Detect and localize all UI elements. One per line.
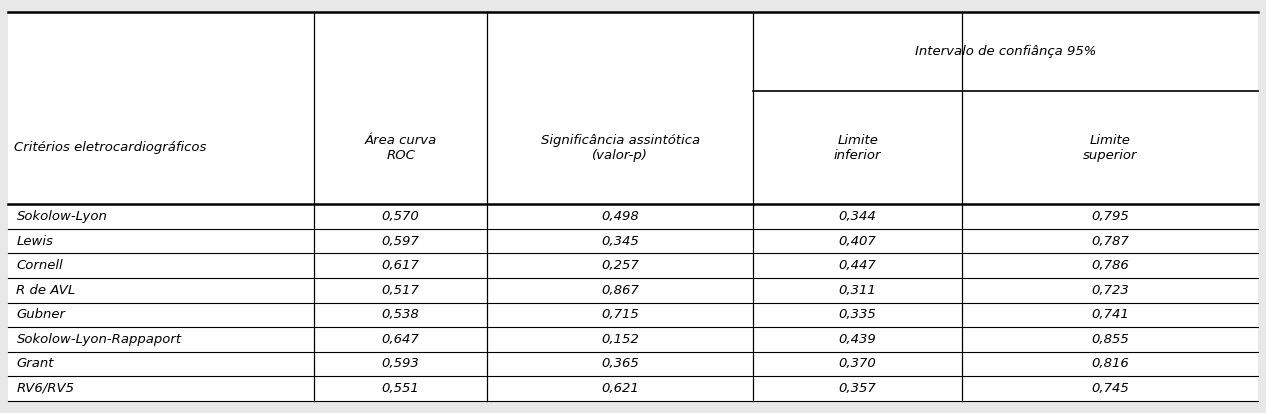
- Text: 0,795: 0,795: [1091, 210, 1129, 223]
- Text: 0,855: 0,855: [1091, 333, 1129, 346]
- Text: 0,538: 0,538: [382, 308, 419, 321]
- Text: 0,787: 0,787: [1091, 235, 1129, 248]
- Text: Intervalo de confiânça 95%: Intervalo de confiânça 95%: [915, 45, 1096, 58]
- Text: 0,867: 0,867: [601, 284, 639, 297]
- Text: 0,617: 0,617: [382, 259, 419, 272]
- Text: Cornell: Cornell: [16, 259, 63, 272]
- Text: 0,357: 0,357: [839, 382, 876, 395]
- Text: 0,365: 0,365: [601, 357, 639, 370]
- Text: 0,786: 0,786: [1091, 259, 1129, 272]
- Text: Lewis: Lewis: [16, 235, 53, 248]
- Text: R de AVL: R de AVL: [16, 284, 76, 297]
- Text: 0,447: 0,447: [839, 259, 876, 272]
- Text: 0,439: 0,439: [839, 333, 876, 346]
- Text: RV6/RV5: RV6/RV5: [16, 382, 75, 395]
- Text: 0,257: 0,257: [601, 259, 639, 272]
- Text: Sokolow-Lyon-Rappaport: Sokolow-Lyon-Rappaport: [16, 333, 181, 346]
- Text: 0,593: 0,593: [382, 357, 419, 370]
- Text: 0,311: 0,311: [839, 284, 876, 297]
- Text: 0,621: 0,621: [601, 382, 639, 395]
- Text: 0,715: 0,715: [601, 308, 639, 321]
- Text: 0,335: 0,335: [839, 308, 876, 321]
- Text: 0,407: 0,407: [839, 235, 876, 248]
- Text: Sokolow-Lyon: Sokolow-Lyon: [16, 210, 108, 223]
- Text: 0,551: 0,551: [382, 382, 419, 395]
- Text: 0,344: 0,344: [839, 210, 876, 223]
- Text: Área curva
ROC: Área curva ROC: [365, 134, 437, 161]
- Text: 0,498: 0,498: [601, 210, 639, 223]
- Text: Grant: Grant: [16, 357, 54, 370]
- Text: Limite
superior: Limite superior: [1082, 134, 1138, 161]
- Text: 0,152: 0,152: [601, 333, 639, 346]
- Text: 0,816: 0,816: [1091, 357, 1129, 370]
- Text: 0,345: 0,345: [601, 235, 639, 248]
- Text: 0,370: 0,370: [839, 357, 876, 370]
- Text: Gubner: Gubner: [16, 308, 66, 321]
- Text: 0,517: 0,517: [382, 284, 419, 297]
- Text: 0,745: 0,745: [1091, 382, 1129, 395]
- Text: Critérios eletrocardiográficos: Critérios eletrocardiográficos: [14, 141, 206, 154]
- Text: 0,647: 0,647: [382, 333, 419, 346]
- Text: Significância assintótica
(valor-p): Significância assintótica (valor-p): [541, 134, 700, 161]
- Text: 0,741: 0,741: [1091, 308, 1129, 321]
- Text: 0,570: 0,570: [382, 210, 419, 223]
- Text: 0,723: 0,723: [1091, 284, 1129, 297]
- Text: 0,597: 0,597: [382, 235, 419, 248]
- Text: Limite
inferior: Limite inferior: [834, 134, 881, 161]
